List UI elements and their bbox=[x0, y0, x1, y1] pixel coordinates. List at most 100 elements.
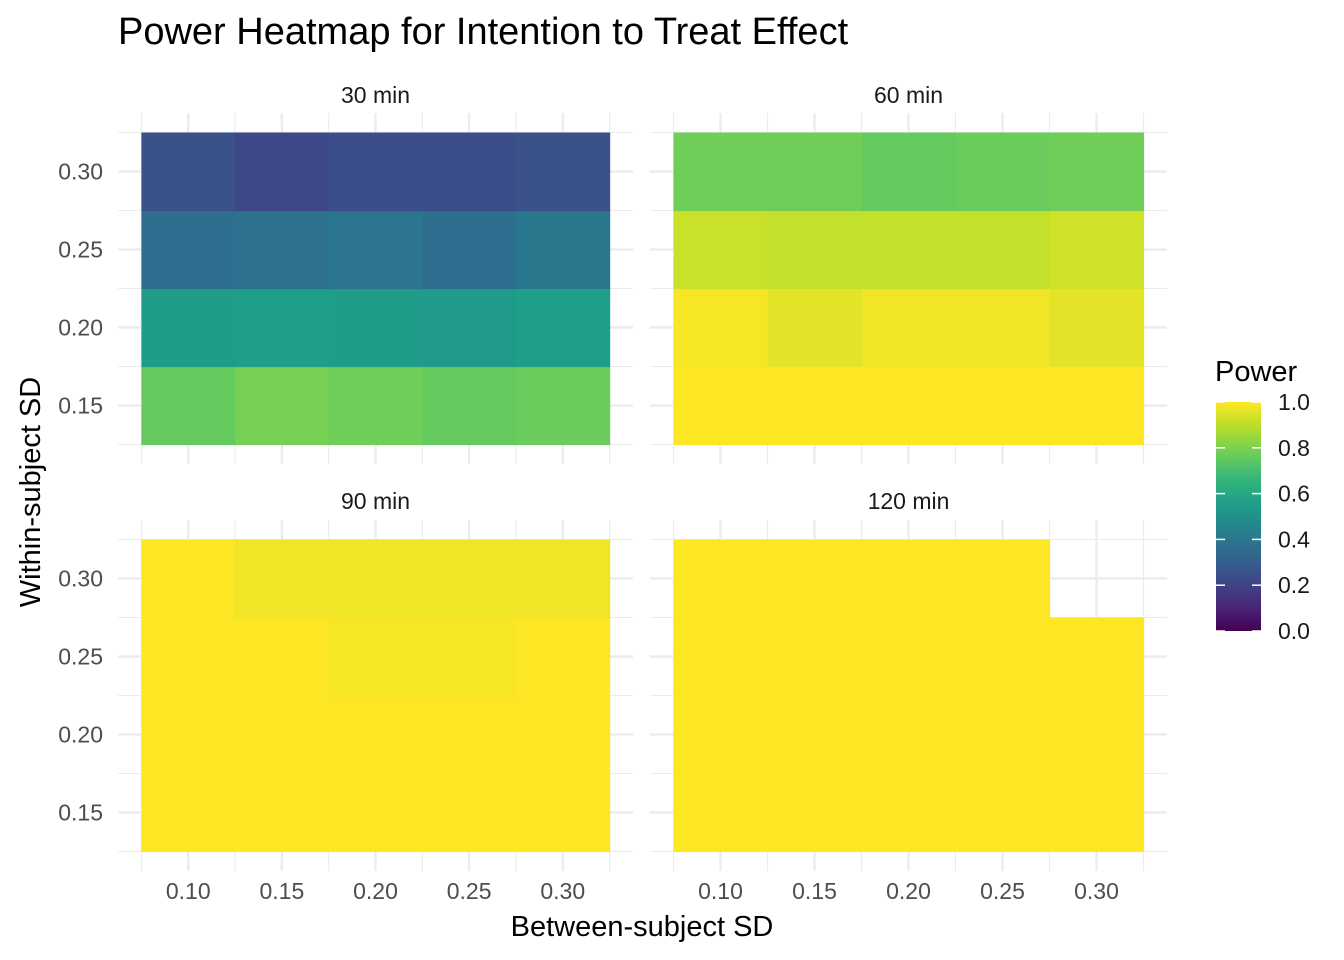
heatmap-cell bbox=[861, 773, 957, 853]
heatmap-cell bbox=[235, 288, 330, 368]
legend-tick-label: 0.2 bbox=[1278, 572, 1310, 598]
heatmap-cell bbox=[861, 132, 957, 212]
heatmap-cell bbox=[515, 366, 611, 446]
x-tick-label: 0.20 bbox=[353, 878, 398, 904]
heatmap-cell bbox=[422, 617, 517, 697]
heatmap-cell bbox=[861, 617, 957, 697]
legend-tick-label: 0.0 bbox=[1278, 618, 1310, 644]
x-tick-label: 0.25 bbox=[447, 878, 492, 904]
heatmap-cell bbox=[515, 695, 611, 775]
heatmap-cell bbox=[955, 617, 1051, 697]
heatmap-cell bbox=[673, 539, 769, 619]
facet-strip-label: 120 min bbox=[868, 488, 950, 514]
panel-30-min: 30 min 0.15 0.20 0.25 0.30 bbox=[58, 82, 633, 464]
heatmap-cell bbox=[422, 288, 517, 368]
heatmap-cell bbox=[673, 617, 769, 697]
heatmap-cell bbox=[422, 695, 517, 775]
heatmap-cell bbox=[515, 288, 611, 368]
heatmap-cell bbox=[861, 210, 957, 290]
panel-90-min: 90 min 0.15 0.20 0.25 0.30 0.10 0.15 0.20 0.25 0.… bbox=[58, 488, 633, 904]
legend-tick-label: 0.8 bbox=[1278, 435, 1310, 461]
heatmap-cell bbox=[673, 210, 769, 290]
heatmap-cell bbox=[1049, 366, 1145, 446]
legend-title: Power bbox=[1215, 356, 1298, 388]
heatmap-cell bbox=[422, 132, 517, 212]
legend-tick-label: 0.6 bbox=[1278, 481, 1310, 507]
color-legend: Power 0.0 0.2 0.4 0.6 0.8 1.0 bbox=[1215, 356, 1310, 644]
heatmap-cell bbox=[328, 366, 423, 446]
heatmap-cell bbox=[767, 288, 863, 368]
heatmap-cell bbox=[1049, 773, 1145, 853]
x-tick-label: 0.15 bbox=[259, 878, 304, 904]
heatmap-cell bbox=[767, 132, 863, 212]
heatmap-cell bbox=[1049, 288, 1145, 368]
x-tick-label: 0.10 bbox=[166, 878, 211, 904]
heatmap-cell bbox=[328, 132, 423, 212]
x-tick-label: 0.25 bbox=[980, 878, 1025, 904]
panel-120-min: 120 min 0.10 0.15 0.20 0.25 0.30 bbox=[650, 488, 1167, 904]
heatmap-cell bbox=[861, 366, 957, 446]
chart-title: Power Heatmap for Intention to Treat Eff… bbox=[118, 11, 849, 53]
facet-strip-label: 60 min bbox=[874, 82, 943, 108]
heatmap-cell bbox=[141, 773, 236, 853]
heatmap-cell bbox=[673, 366, 769, 446]
legend-colorbar bbox=[1216, 402, 1261, 631]
heatmap-cell bbox=[328, 288, 423, 368]
facet-strip-label: 30 min bbox=[341, 82, 410, 108]
heatmap-cell bbox=[141, 539, 236, 619]
heatmap-cell bbox=[515, 617, 611, 697]
heatmap-cell bbox=[235, 132, 330, 212]
legend-tick-label: 1.0 bbox=[1278, 389, 1310, 415]
heatmap-cell bbox=[861, 539, 957, 619]
heatmap-cell bbox=[955, 773, 1051, 853]
heatmap-cell bbox=[673, 695, 769, 775]
heatmap-cell bbox=[328, 617, 423, 697]
heatmap-cell bbox=[141, 617, 236, 697]
heatmap-cell bbox=[673, 773, 769, 853]
y-tick-label: 0.15 bbox=[58, 393, 103, 419]
heatmap-cell bbox=[1049, 695, 1145, 775]
facet-panels: 30 min 0.15 0.20 0.25 0.30 60 min 90 min 0.15 0.… bbox=[58, 82, 1167, 904]
x-tick-label: 0.20 bbox=[886, 878, 931, 904]
y-tick-label: 0.25 bbox=[58, 644, 103, 670]
heatmap-cell bbox=[955, 210, 1051, 290]
heatmap-cell bbox=[515, 773, 611, 853]
heatmap-cell bbox=[767, 539, 863, 619]
heatmap-cell bbox=[422, 539, 517, 619]
y-tick-label: 0.20 bbox=[58, 315, 103, 341]
heatmap-cell bbox=[955, 366, 1051, 446]
y-tick-label: 0.30 bbox=[58, 566, 103, 592]
legend-tick-label: 0.4 bbox=[1278, 526, 1310, 552]
heatmap-cell bbox=[861, 695, 957, 775]
y-tick-label: 0.15 bbox=[58, 800, 103, 826]
heatmap-cell bbox=[515, 539, 611, 619]
heatmap-cell bbox=[235, 617, 330, 697]
facet-strip-label: 90 min bbox=[341, 488, 410, 514]
heatmap-cell bbox=[422, 366, 517, 446]
heatmap-cell bbox=[673, 132, 769, 212]
heatmap-cell bbox=[767, 366, 863, 446]
y-tick-label: 0.25 bbox=[58, 237, 103, 263]
heatmap-cell bbox=[235, 366, 330, 446]
heatmap-cell bbox=[141, 210, 236, 290]
heatmap-cell bbox=[235, 773, 330, 853]
x-tick-label: 0.30 bbox=[1074, 878, 1119, 904]
heatmap-cell bbox=[955, 695, 1051, 775]
heatmap-cell bbox=[1049, 617, 1145, 697]
heatmap-cell bbox=[955, 288, 1051, 368]
heatmap-cell bbox=[767, 617, 863, 697]
heatmap-cell bbox=[515, 210, 611, 290]
heatmap-cell bbox=[328, 210, 423, 290]
panel-60-min: 60 min bbox=[650, 82, 1167, 464]
heatmap-cell bbox=[235, 695, 330, 775]
heatmap-cell bbox=[141, 288, 236, 368]
heatmap-cell bbox=[1049, 132, 1145, 212]
x-tick-label: 0.30 bbox=[540, 878, 585, 904]
x-tick-label: 0.15 bbox=[792, 878, 837, 904]
heatmap-cell bbox=[955, 539, 1051, 619]
heatmap-cell bbox=[515, 132, 611, 212]
heatmap-cell bbox=[141, 132, 236, 212]
heatmap-cell bbox=[328, 695, 423, 775]
y-tick-label: 0.30 bbox=[58, 159, 103, 185]
